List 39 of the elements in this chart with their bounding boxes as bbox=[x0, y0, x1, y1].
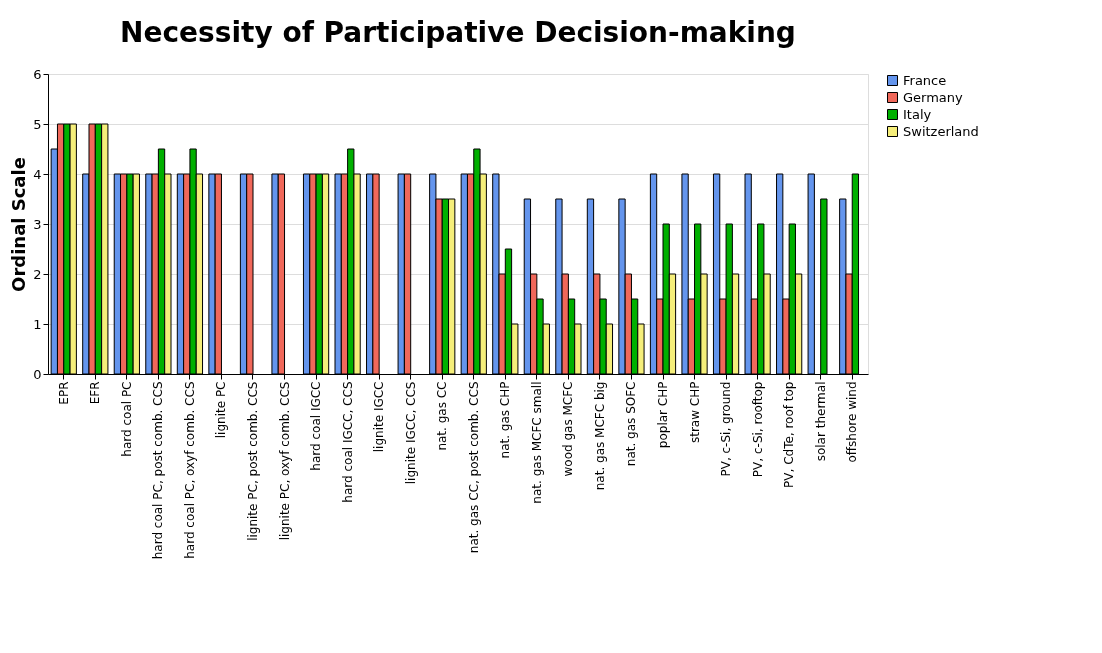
x-tick-label: hard coal IGCC, CCS bbox=[340, 381, 355, 503]
x-tick-label: lignite IGCC bbox=[372, 381, 387, 453]
x-tick-label: straw CHP bbox=[687, 381, 702, 444]
y-tick-label: 2 bbox=[33, 266, 42, 282]
y-tick-label: 0 bbox=[33, 366, 42, 382]
legend-label: Italy bbox=[903, 106, 932, 122]
x-tick-label: poplar CHP bbox=[656, 381, 670, 449]
x-tick-label: nat. gas CC, post comb. CCS bbox=[466, 381, 481, 554]
x-tick-label: wood gas MCFC bbox=[561, 381, 576, 477]
x-tick-label: nat. gas MCFC small bbox=[529, 381, 544, 504]
x-tick-label: EPR bbox=[56, 381, 71, 405]
x-tick-label: PV, c-Si, ground bbox=[719, 381, 734, 477]
x-tick-label: EFR bbox=[88, 381, 103, 405]
legend-label: Germany bbox=[903, 89, 964, 105]
x-tick-label: PV, CdTe, roof top bbox=[782, 381, 797, 488]
x-tick-label: lignite PC bbox=[214, 381, 229, 439]
x-tick-label: nat. gas CC bbox=[435, 381, 450, 451]
x-tick-label: hard coal PC, post comb. CCS bbox=[151, 381, 166, 560]
x-tick-label: lignite PC, oxyf comb. CCS bbox=[277, 381, 292, 541]
y-axis-title: Ordinal Scale bbox=[8, 157, 30, 292]
y-tick-label: 4 bbox=[33, 166, 42, 182]
chart-title: Necessity of Participative Decision-making bbox=[120, 16, 796, 49]
legend-label: Switzerland bbox=[903, 123, 979, 139]
x-tick-label: lignite PC, post comb. CCS bbox=[246, 381, 260, 541]
x-tick-label: nat. gas CHP bbox=[498, 381, 513, 459]
x-tick-label: hard coal PC, oxyf comb. CCS bbox=[182, 381, 197, 559]
x-tick-label: lignite IGCC, CCS bbox=[403, 381, 418, 485]
y-tick-label: 5 bbox=[33, 116, 42, 132]
x-tick-label: hard coal PC bbox=[119, 381, 134, 457]
y-tick-label: 1 bbox=[33, 316, 42, 332]
x-tick-label: PV, c-Si, rooftop bbox=[750, 381, 765, 478]
legend-label: France bbox=[903, 72, 947, 88]
x-tick-label: offshore wind bbox=[845, 381, 860, 463]
x-tick-label: solar thermal bbox=[813, 381, 828, 462]
x-tick-label: nat. gas MCFC big bbox=[592, 381, 607, 491]
x-tick-label: nat. gas SOFC bbox=[624, 381, 639, 467]
y-tick-label: 3 bbox=[33, 216, 42, 232]
y-tick-label: 6 bbox=[33, 66, 42, 82]
x-tick-label: hard coal IGCC bbox=[309, 381, 324, 471]
